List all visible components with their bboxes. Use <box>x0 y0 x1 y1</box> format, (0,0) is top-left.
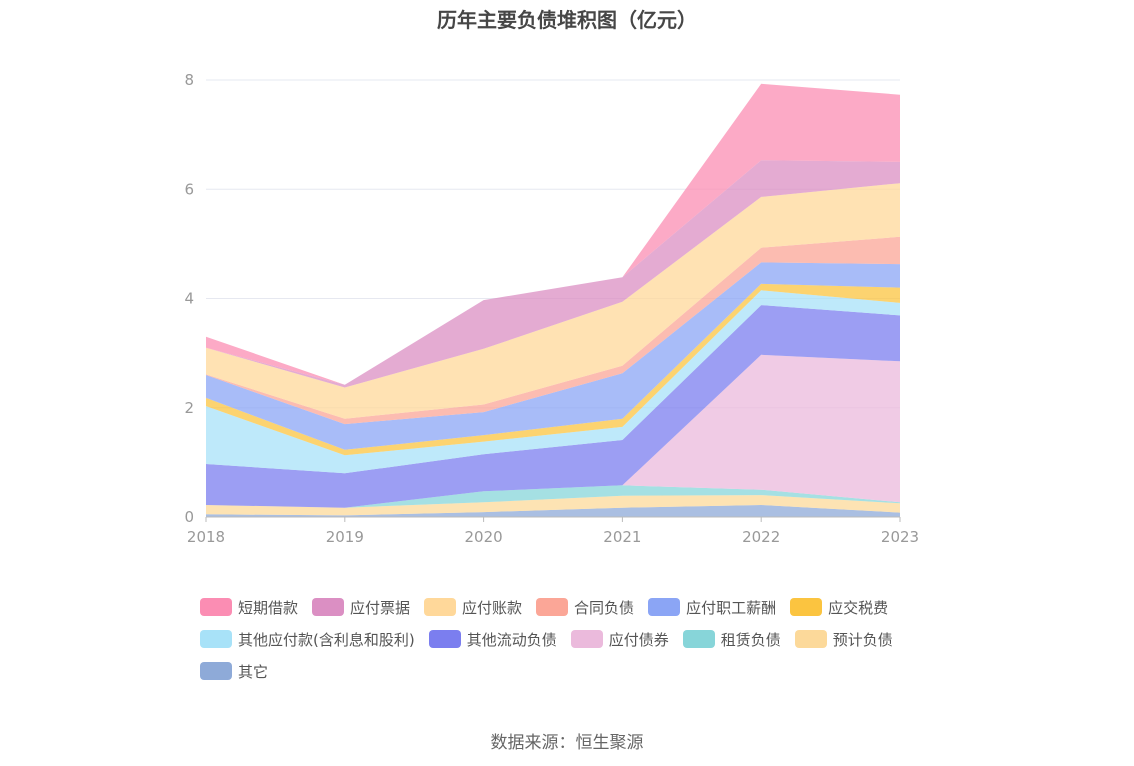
legend-item[interactable]: 其它 <box>200 660 268 682</box>
legend-label: 应交税费 <box>828 598 889 617</box>
legend-label: 其他流动负债 <box>466 630 557 649</box>
legend: 短期借款 应付票据 应付账款 合同负债 应付职工薪酬 应交税费其他应付款(含利息和股利) 其… <box>200 596 960 692</box>
legend-item[interactable]: 预计负债 <box>794 628 893 650</box>
legend-swatch <box>200 662 232 680</box>
legend-label: 应付债券 <box>608 630 669 649</box>
chart-title: 历年主要负债堆积图（亿元） <box>437 8 697 32</box>
y-tick-label: 8 <box>184 71 194 89</box>
legend-item[interactable]: 其他应付款(含利息和股利) <box>200 628 415 650</box>
area-series-4 <box>206 305 900 508</box>
y-tick-label: 0 <box>184 508 194 526</box>
legend-label: 其他应付款(含利息和股利) <box>238 630 415 649</box>
legend-label: 应付账款 <box>462 598 523 617</box>
chart-plot: 0 2 4 6 8 2018 2019 2020 2021 2022 2023 <box>184 71 919 546</box>
area-series-2 <box>206 485 900 508</box>
y-tick-label: 2 <box>184 399 194 417</box>
legend-label: 应付票据 <box>350 598 411 617</box>
legend-item[interactable]: 应付票据 <box>312 596 410 618</box>
axes: 0 2 4 6 8 2018 2019 2020 2021 2022 2023 <box>184 71 919 546</box>
x-tick-label: 2023 <box>881 528 919 546</box>
legend-item[interactable]: 应交税费 <box>790 596 888 618</box>
legend-label: 租赁负债 <box>720 630 781 649</box>
legend-item[interactable]: 其他流动负债 <box>428 628 557 650</box>
x-tick-label: 2018 <box>187 528 225 546</box>
legend-label: 短期借款 <box>238 598 299 617</box>
area-series-7 <box>206 262 900 450</box>
legend-swatch <box>424 598 457 616</box>
legend-swatch <box>794 630 827 648</box>
x-tick-label: 2019 <box>326 528 364 546</box>
x-tick-label: 2022 <box>742 528 780 546</box>
area-series-11 <box>206 83 900 385</box>
legend-label: 合同负债 <box>574 598 635 617</box>
y-tick-label: 6 <box>184 180 194 198</box>
legend-swatch <box>200 598 232 616</box>
legend-swatch <box>570 630 603 648</box>
x-tick-label: 2021 <box>603 528 641 546</box>
legend-item[interactable]: 合同负债 <box>536 596 634 618</box>
area-series-1 <box>206 495 900 516</box>
legend-item[interactable]: 应付职工薪酬 <box>648 596 776 618</box>
legend-item[interactable]: 应付债券 <box>570 628 669 650</box>
legend-label: 预计负债 <box>832 630 893 649</box>
legend-label: 应付职工薪酬 <box>686 598 777 617</box>
x-tick-label: 2020 <box>465 528 503 546</box>
legend-swatch <box>682 630 715 648</box>
legend-swatch <box>200 630 232 648</box>
legend-item[interactable]: 应付账款 <box>424 596 522 618</box>
stacked-areas <box>206 83 900 517</box>
legend-swatch <box>536 598 569 616</box>
area-series-9 <box>206 183 900 419</box>
legend-swatch <box>790 598 823 616</box>
legend-swatch <box>648 598 681 616</box>
area-series-10 <box>206 160 900 388</box>
legend-item[interactable]: 短期借款 <box>200 596 298 618</box>
area-series-8 <box>206 236 900 425</box>
area-series-0 <box>206 505 900 517</box>
legend-label: 其它 <box>238 662 269 681</box>
legend-item[interactable]: 租赁负债 <box>682 628 781 650</box>
area-series-3 <box>206 354 900 508</box>
data-source: 数据来源：恒生聚源 <box>490 733 644 753</box>
y-tick-label: 4 <box>184 290 194 308</box>
legend-swatch <box>312 598 345 616</box>
area-series-5 <box>206 290 900 474</box>
legend-swatch <box>428 630 461 648</box>
